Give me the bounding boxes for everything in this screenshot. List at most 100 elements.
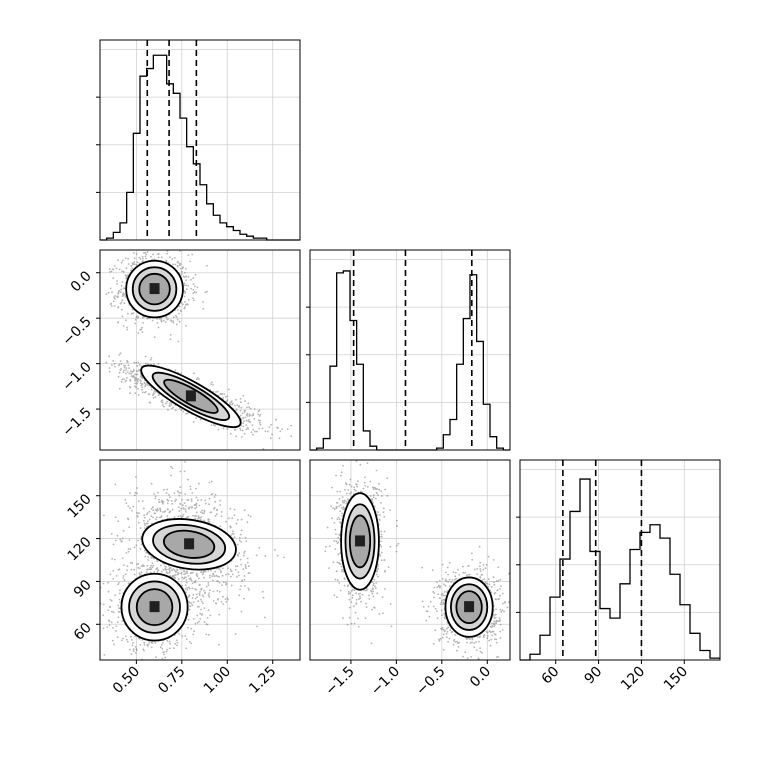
sample-point xyxy=(214,602,217,604)
sample-point xyxy=(108,268,111,271)
sample-point xyxy=(190,579,193,582)
sample-point xyxy=(114,539,117,542)
sample-point xyxy=(196,621,199,624)
sample-point xyxy=(191,571,194,574)
sample-point xyxy=(185,267,187,270)
sample-point xyxy=(172,321,175,324)
sample-point xyxy=(120,308,123,311)
sample-point xyxy=(225,600,228,603)
sample-point xyxy=(129,507,131,509)
sample-point xyxy=(121,557,124,559)
sample-point xyxy=(171,467,174,470)
sample-point xyxy=(203,589,205,592)
sample-point xyxy=(122,325,125,327)
sample-point xyxy=(130,372,133,375)
sample-point xyxy=(156,507,159,510)
sample-point xyxy=(143,516,146,519)
sample-point xyxy=(190,279,193,281)
sample-point xyxy=(279,430,282,433)
panel-2d-r2-c0 xyxy=(99,459,301,661)
sample-point xyxy=(251,414,254,417)
sample-point xyxy=(144,251,147,254)
sample-point xyxy=(213,575,216,577)
sample-point xyxy=(179,568,182,571)
sample-point xyxy=(195,572,198,575)
sample-point xyxy=(132,650,135,653)
sample-point xyxy=(141,255,144,258)
sample-point xyxy=(162,511,165,513)
sample-point xyxy=(479,570,482,572)
sample-point xyxy=(438,638,440,641)
sample-point xyxy=(226,395,229,398)
sample-point xyxy=(205,633,208,636)
sample-point xyxy=(210,383,213,385)
sample-point xyxy=(221,584,224,586)
sample-point xyxy=(162,569,165,571)
sample-point xyxy=(444,584,447,587)
sample-point xyxy=(443,590,446,593)
sample-point xyxy=(136,512,138,514)
sample-point xyxy=(235,408,238,410)
sample-point xyxy=(200,598,202,601)
sample-point xyxy=(166,250,169,252)
sample-point xyxy=(267,430,269,433)
sample-point xyxy=(238,539,241,542)
sample-point xyxy=(207,594,210,597)
sample-point xyxy=(133,568,136,571)
sample-point xyxy=(125,502,128,505)
sample-point xyxy=(111,364,113,366)
sample-point xyxy=(244,565,247,568)
sample-point xyxy=(176,264,179,267)
sample-point xyxy=(191,582,194,585)
sample-point xyxy=(214,493,217,496)
sample-point xyxy=(493,581,495,584)
sample-point xyxy=(222,397,225,399)
sample-point xyxy=(140,571,143,574)
sample-point xyxy=(192,593,195,596)
sample-point xyxy=(174,263,177,266)
sample-point xyxy=(198,605,200,608)
sample-point xyxy=(433,586,436,589)
sample-point xyxy=(195,291,198,294)
sample-point xyxy=(433,592,436,594)
sample-point xyxy=(111,558,113,560)
sample-point xyxy=(195,502,198,505)
sample-point xyxy=(456,649,458,652)
sample-point xyxy=(117,306,119,309)
sample-point xyxy=(173,576,176,579)
sample-point xyxy=(140,380,142,382)
sample-point xyxy=(174,409,177,412)
sample-point xyxy=(198,378,200,381)
sample-point xyxy=(166,508,169,511)
sample-point xyxy=(183,470,186,473)
sample-point xyxy=(441,578,444,580)
sample-point xyxy=(140,382,143,385)
sample-point xyxy=(239,409,242,412)
sample-point xyxy=(116,534,119,537)
sample-point xyxy=(439,597,441,599)
sample-point xyxy=(436,617,439,619)
sample-point xyxy=(190,572,192,575)
sample-point xyxy=(214,515,217,517)
sample-point xyxy=(136,316,139,318)
sample-point xyxy=(220,601,223,603)
sample-point xyxy=(165,565,167,568)
sample-point xyxy=(166,517,169,520)
sample-point xyxy=(180,492,182,494)
sample-point xyxy=(197,518,199,520)
sample-point xyxy=(238,536,241,539)
sample-point xyxy=(481,651,483,654)
sample-point xyxy=(122,292,125,294)
sample-point xyxy=(446,627,448,630)
sample-point xyxy=(150,482,153,485)
sample-point xyxy=(257,413,259,416)
sample-point xyxy=(117,520,120,523)
sample-point xyxy=(238,552,241,554)
sample-point xyxy=(184,306,186,308)
sample-point xyxy=(150,646,153,649)
sample-point xyxy=(243,411,246,414)
sample-point xyxy=(244,416,247,419)
sample-point xyxy=(216,589,219,592)
sample-point xyxy=(166,502,169,505)
sample-point xyxy=(233,508,236,511)
